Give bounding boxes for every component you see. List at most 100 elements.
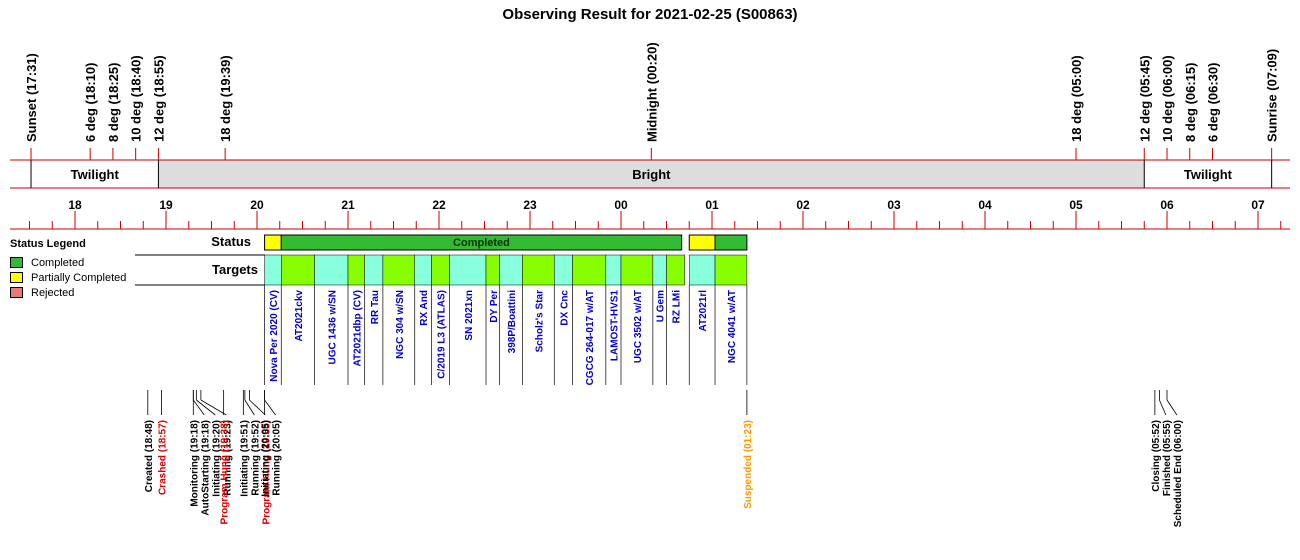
target-label: C/2019 L3 (ATLAS) [437,290,448,379]
event-label: Created (18:48) [144,420,155,492]
target-block [522,254,555,286]
legend-title: Status Legend [10,238,86,250]
legend-label: Completed [31,256,85,269]
event-leader [1166,399,1178,416]
status-segment [264,234,282,251]
target-block [414,254,432,286]
hour-label: 00 [614,198,628,212]
target-block [382,254,415,286]
event-label: Scheduled End (06:00) [1173,420,1184,527]
sun-event-label: 18 deg (19:39) [218,55,233,142]
event-label: Running (19:23) [222,420,233,496]
status-legend: Status Legend Completed Partially Comple… [10,238,126,300]
legend-label: Partially Completed [31,271,127,284]
target-block [652,254,667,286]
target-block [666,254,685,286]
target-block [714,254,748,286]
sun-event-label: Sunrise (07:09) [1265,49,1280,142]
event-leader [249,399,266,416]
event-label: Program Hung (19:55) [261,420,272,524]
target-label: DY Per [489,290,500,323]
hour-label: 03 [887,198,901,212]
target-label: RR Tau [370,290,381,324]
hour-label: 22 [432,198,446,212]
status-segment [280,234,683,251]
partial-swatch [10,272,23,283]
legend-item-rejected: Rejected [10,285,126,300]
sun-event-label: 18 deg (05:00) [1069,55,1084,142]
target-label: UGC 3502 w/AT [633,290,644,363]
hour-label: 02 [796,198,810,212]
sun-event-label: Midnight (00:20) [644,42,659,142]
band-twilight [1144,160,1272,188]
event-leader [244,399,255,416]
target-label: AT2021rl [698,290,709,332]
status-segment [714,234,748,251]
event-label: Initiating (19:20) [211,420,222,497]
target-label: RX And [419,290,430,326]
hour-label: 04 [978,198,992,212]
event-label: Running (20:05) [272,420,283,496]
event-leader [192,399,205,416]
sun-event-label: 12 deg (05:45) [1137,55,1152,142]
legend-label: Rejected [31,286,75,299]
event-label: Running (19:52) [250,420,261,496]
target-block [689,254,716,286]
hour-label: 05 [1069,198,1083,212]
status-segment [688,234,716,251]
target-label: U Gem [656,290,667,322]
target-block [281,254,315,286]
band-label: Twilight [1184,167,1233,182]
event-leader [196,399,216,416]
target-label: CGCG 264-017 w/AT [585,290,596,385]
band-label: Bright [632,167,671,182]
target-label: AT2021ckv [294,290,305,342]
event-label: Initiating (19:51) [239,420,250,497]
event-label: Monitoring (19:18) [189,420,200,507]
target-block [314,254,349,286]
sun-event-label: 10 deg (06:00) [1160,55,1175,142]
target-block [485,254,500,286]
hour-label: 21 [341,198,355,212]
hour-label: 18 [68,198,82,212]
band-label: Twilight [71,167,120,182]
target-label: Scholz's Star [534,290,545,353]
target-block [264,254,282,286]
hour-label: 19 [159,198,173,212]
target-label: NGC 4041 w/AT [727,290,738,363]
hour-label: 06 [1160,198,1174,212]
target-block [572,254,607,286]
band-bright [158,160,1145,188]
target-label: SN 2021xn [464,290,475,341]
target-block [364,254,384,286]
band-twilight [31,160,159,188]
sun-event-label: 8 deg (06:15) [1183,63,1198,142]
hour-label: 01 [705,198,719,212]
status-segment-label: Completed [453,237,510,249]
event-label: AutoStarting (19:18) [200,420,211,516]
sun-event-label: Sunset (17:31) [24,53,39,142]
completed-swatch [10,257,23,268]
target-block [499,254,523,286]
event-leader [200,399,227,416]
status-row-label: Status [211,234,251,249]
event-label: Initiating (20:05) [261,420,272,497]
target-block [554,254,573,286]
legend-item-completed: Completed [10,255,126,270]
page-title: Observing Result for 2021-02-25 (S00863) [502,6,798,23]
legend-item-partial: Partially Completed [10,270,126,285]
event-label: Finished (05:55) [1162,420,1173,496]
sun-event-label: 6 deg (18:10) [83,63,98,142]
hour-label: 23 [523,198,537,212]
target-block [449,254,487,286]
targets-row-label: Targets [212,262,258,277]
sun-event-label: 10 deg (18:40) [129,55,144,142]
target-label: Nova Per 2020 (CV) [269,290,280,382]
hour-label: 07 [1251,198,1265,212]
target-block [431,254,450,286]
target-block [347,254,365,286]
target-label: LAMOST-HVS1 [609,290,620,362]
hour-label: 20 [250,198,264,212]
event-leader [264,399,276,416]
